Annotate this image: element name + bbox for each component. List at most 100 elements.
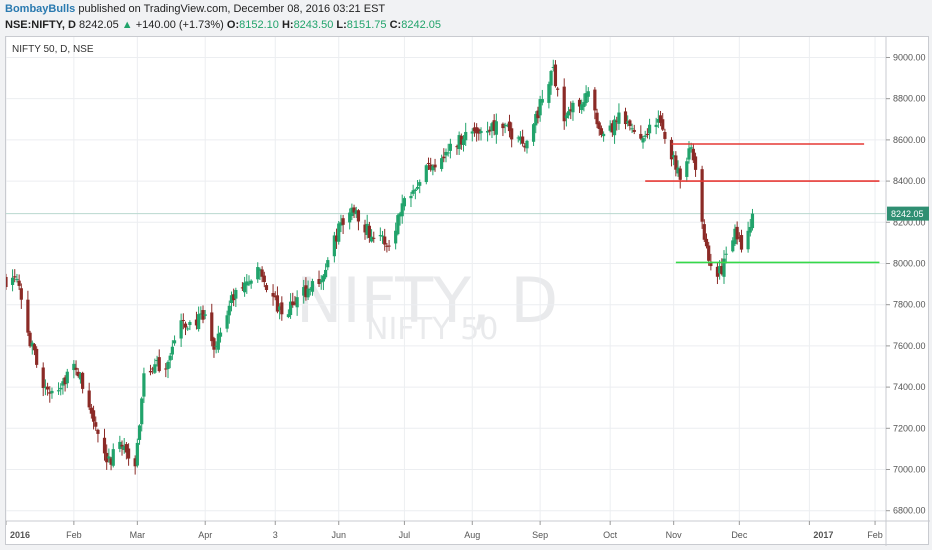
candlestick-chart[interactable]: NIFTY, D NIFTY 50 6800.00 7000.00 7200.00 7… <box>6 37 930 546</box>
level-lines[interactable] <box>645 143 880 264</box>
candle-body <box>275 295 280 312</box>
candle-body <box>210 312 214 342</box>
y-tick-label: 7600.00 <box>893 341 926 351</box>
candle-body <box>586 91 590 97</box>
x-tick-label: 2016 <box>10 530 30 540</box>
candle-body <box>387 245 391 247</box>
candle-body <box>612 119 617 136</box>
candle-body <box>577 99 582 107</box>
y-tick-label: 8200.00 <box>893 217 926 227</box>
candle-body <box>133 458 137 467</box>
candle-body <box>247 283 251 285</box>
candle-body <box>669 139 674 160</box>
x-tick-label: Apr <box>198 530 212 540</box>
candle-body <box>216 333 220 350</box>
y-tick-label: 8000.00 <box>893 258 926 268</box>
chart-frame[interactable]: NIFTY, D NIFTY 50 6800.00 7000.00 7200.00 7… <box>5 36 930 546</box>
candle-body <box>10 277 15 285</box>
candle-body <box>214 345 218 347</box>
candle-body <box>326 260 330 268</box>
candle-body <box>507 121 512 132</box>
x-tick-label: Mar <box>130 530 146 540</box>
grid-lines <box>6 37 886 521</box>
candle-body <box>273 295 277 298</box>
candle-body <box>109 458 113 465</box>
candle-body <box>280 302 284 315</box>
low-label: L: <box>336 19 347 31</box>
candle-body <box>556 88 560 90</box>
candle-body <box>293 302 297 305</box>
x-tick-label: Feb <box>66 530 82 540</box>
candle-body <box>172 340 177 344</box>
candle-body <box>521 136 525 144</box>
candle-body <box>647 124 652 134</box>
candle-body <box>264 285 269 291</box>
up-triangle-icon: ▲ <box>121 19 133 31</box>
candle-body <box>628 120 632 126</box>
candle-body <box>295 297 299 308</box>
candle-body <box>475 127 479 134</box>
open-value: 8152.10 <box>239 19 279 31</box>
candle-body <box>153 364 157 373</box>
candle-body <box>354 210 358 215</box>
candle-body <box>304 285 308 298</box>
candle-body <box>641 138 645 143</box>
x-tick-label: Oct <box>603 530 618 540</box>
candle-body <box>704 238 709 247</box>
candle-body <box>13 276 17 278</box>
candle-body <box>337 223 341 242</box>
candle-body <box>245 281 249 286</box>
x-tick-label: Aug <box>464 530 480 540</box>
candle-body <box>595 112 599 125</box>
candle-body <box>720 266 724 275</box>
candle-body <box>332 235 336 257</box>
candle-body <box>17 280 21 286</box>
time-axis[interactable]: 2016 Feb Mar Apr 3 Jun Jul Aug Sep Oct Nov Dec 2017 F… <box>6 520 930 540</box>
candle-body <box>523 145 527 148</box>
candle-body <box>91 410 96 422</box>
candle-body <box>689 147 693 149</box>
candle-body <box>256 267 260 280</box>
candle-body <box>74 367 78 370</box>
candle-body <box>81 372 85 389</box>
candle-body <box>479 130 483 134</box>
candle-body <box>398 213 402 217</box>
candle-body <box>369 236 374 242</box>
candle-body <box>356 210 361 222</box>
candle-body <box>676 167 680 174</box>
candle-body <box>492 120 496 131</box>
candle-body <box>411 190 415 194</box>
candle-body <box>409 195 413 199</box>
candle-body <box>562 86 566 122</box>
candle-body <box>518 136 523 141</box>
candle-body <box>306 288 310 298</box>
candle-body <box>691 148 695 161</box>
candle-body <box>678 168 682 180</box>
candle-body <box>413 189 417 191</box>
candle-body <box>700 169 704 222</box>
author-link[interactable]: BombayBulls <box>5 3 76 15</box>
price-axis[interactable]: 6800.00 7000.00 7200.00 7400.00 7600.00 7800.… <box>885 37 929 546</box>
candle-body <box>718 266 722 274</box>
candle-body <box>126 448 131 459</box>
candle-body <box>715 266 720 277</box>
candle-body <box>87 390 91 408</box>
candle-body <box>324 269 328 278</box>
candle-body <box>203 314 207 316</box>
candle-body <box>709 261 713 267</box>
candle-body <box>750 213 755 229</box>
candle-body <box>440 158 444 169</box>
candle-body <box>367 225 371 238</box>
candle-body <box>737 237 741 239</box>
candle-body <box>111 449 115 466</box>
candle-body <box>630 128 634 130</box>
candle-body <box>584 93 588 104</box>
candle-body <box>608 125 612 131</box>
candle-body <box>199 313 203 315</box>
candle-body <box>181 319 185 321</box>
candle-body <box>124 444 128 453</box>
candle-body <box>661 119 665 130</box>
close-label: C: <box>389 19 402 31</box>
candle-body <box>118 441 122 449</box>
watermark-main: NIFTY, D <box>296 264 558 337</box>
